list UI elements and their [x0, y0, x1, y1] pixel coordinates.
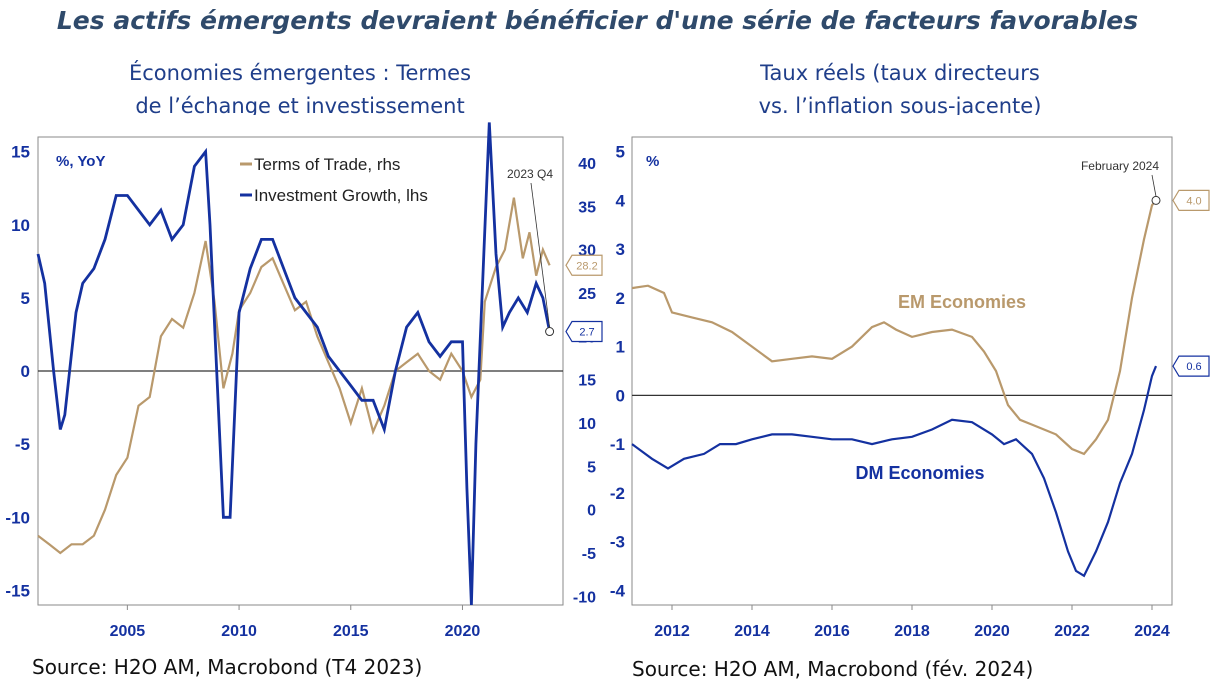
left-y-tick-label: -15 — [5, 581, 30, 600]
right-y-tick-label: 0 — [587, 503, 596, 520]
left-y-tick-label: 0 — [21, 362, 30, 381]
right-x-tick-label: 2024 — [1134, 623, 1170, 640]
right-end-label-em-box — [1172, 189, 1210, 211]
right-chart-y-tick-label: -3 — [610, 533, 625, 552]
left-y-tick-label: -5 — [15, 435, 30, 454]
right-chart-y-tick-label: 0 — [616, 386, 625, 405]
right-x-tick-label: 2018 — [894, 623, 930, 640]
left-y-tick-label: 5 — [21, 289, 30, 308]
left-y-tick-label: 15 — [11, 143, 30, 162]
investment-growth-line — [36, 122, 551, 606]
right-y-tick-label: 10 — [578, 416, 596, 433]
dm-economies-line — [631, 365, 1158, 578]
left-x-tick-label: 2010 — [221, 623, 257, 640]
right-y-tick-label: -10 — [573, 589, 596, 606]
left-annotation-leader — [530, 182, 550, 328]
right-y-tick-label: 25 — [578, 286, 596, 303]
right-subtitle-line2: vs. l’inflation sous-jacente) — [758, 94, 1042, 115]
right-source-note: Source: H2O AM, Macrobond (fév. 2024) — [632, 657, 1034, 681]
left-x-tick-label: 2020 — [445, 623, 481, 640]
left-y-tick-label: 10 — [11, 216, 30, 235]
left-end-label-investment-growth: 2.7 — [579, 327, 594, 339]
right-y-tick-label: -5 — [582, 546, 596, 563]
right-end-marker — [1151, 195, 1161, 205]
left-end-label-investment-growth-box — [565, 320, 603, 343]
legend-terms-of-trade: Terms of Trade, rhs — [254, 155, 400, 174]
right-unit-label: % — [646, 153, 659, 170]
right-x-tick-label: 2016 — [814, 623, 850, 640]
left-annotation: 2023 Q4 — [507, 167, 553, 181]
left-end-label-terms-of-trade-box — [565, 254, 603, 276]
right-chart-subtitle: Taux réels (taux directeurs vs. l’inflat… — [640, 57, 1160, 115]
right-y-tick-label: 15 — [578, 373, 596, 390]
right-x-tick-label: 2014 — [734, 623, 770, 640]
terms-of-trade-line — [37, 197, 551, 555]
em-economies-line — [631, 199, 1157, 456]
right-subtitle-line1: Taux réels (taux directeurs — [760, 61, 1040, 85]
left-end-marker — [545, 327, 555, 337]
right-chart-y-tick-label: -1 — [610, 435, 625, 454]
right-annotation-leader — [1151, 174, 1157, 197]
right-end-label-dm-box — [1172, 355, 1210, 377]
right-annotation: February 2024 — [1081, 159, 1159, 173]
left-unit-label: %, YoY — [56, 153, 105, 170]
left-chart-subtitle: Économies émergentes : Termes de l’échan… — [40, 57, 560, 115]
right-chart-y-tick-label: 2 — [616, 289, 625, 308]
right-x-tick-label: 2022 — [1054, 623, 1090, 640]
right-y-tick-label: 35 — [578, 199, 596, 216]
right-chart-y-tick-label: -2 — [610, 484, 625, 503]
right-chart-y-tick-label: 1 — [616, 338, 625, 357]
left-end-label-terms-of-trade: 28.2 — [576, 260, 597, 272]
em-economies-label: EM Economies — [898, 292, 1026, 312]
right-x-tick-label: 2012 — [654, 623, 690, 640]
right-y-tick-label: 5 — [587, 459, 596, 476]
legend-investment-growth: Investment Growth, lhs — [254, 186, 428, 205]
right-chart-y-tick-label: 4 — [616, 191, 626, 210]
left-subtitle-line2: de l’échange et investissement — [135, 94, 465, 115]
left-x-tick-label: 2015 — [333, 623, 369, 640]
left-x-tick-label: 2005 — [110, 623, 146, 640]
right-end-label-dm: 0.6 — [1186, 361, 1201, 373]
right-chart-y-tick-label: 5 — [616, 143, 625, 162]
right-chart-y-tick-label: -4 — [610, 581, 626, 600]
main-title: Les actifs émergents devraient bénéficie… — [56, 6, 1139, 35]
left-y-tick-label: -10 — [5, 508, 30, 527]
left-source-note: Source: H2O AM, Macrobond (T4 2023) — [32, 655, 423, 679]
right-x-tick-label: 2020 — [974, 623, 1010, 640]
right-chart-y-tick-label: 3 — [616, 240, 625, 259]
right-y-tick-label: 40 — [578, 156, 596, 173]
right-plot-frame — [631, 136, 1173, 606]
dm-economies-label: DM Economies — [855, 463, 984, 483]
left-subtitle-line1: Économies émergentes : Termes — [128, 61, 472, 85]
right-end-label-em: 4.0 — [1186, 195, 1201, 207]
